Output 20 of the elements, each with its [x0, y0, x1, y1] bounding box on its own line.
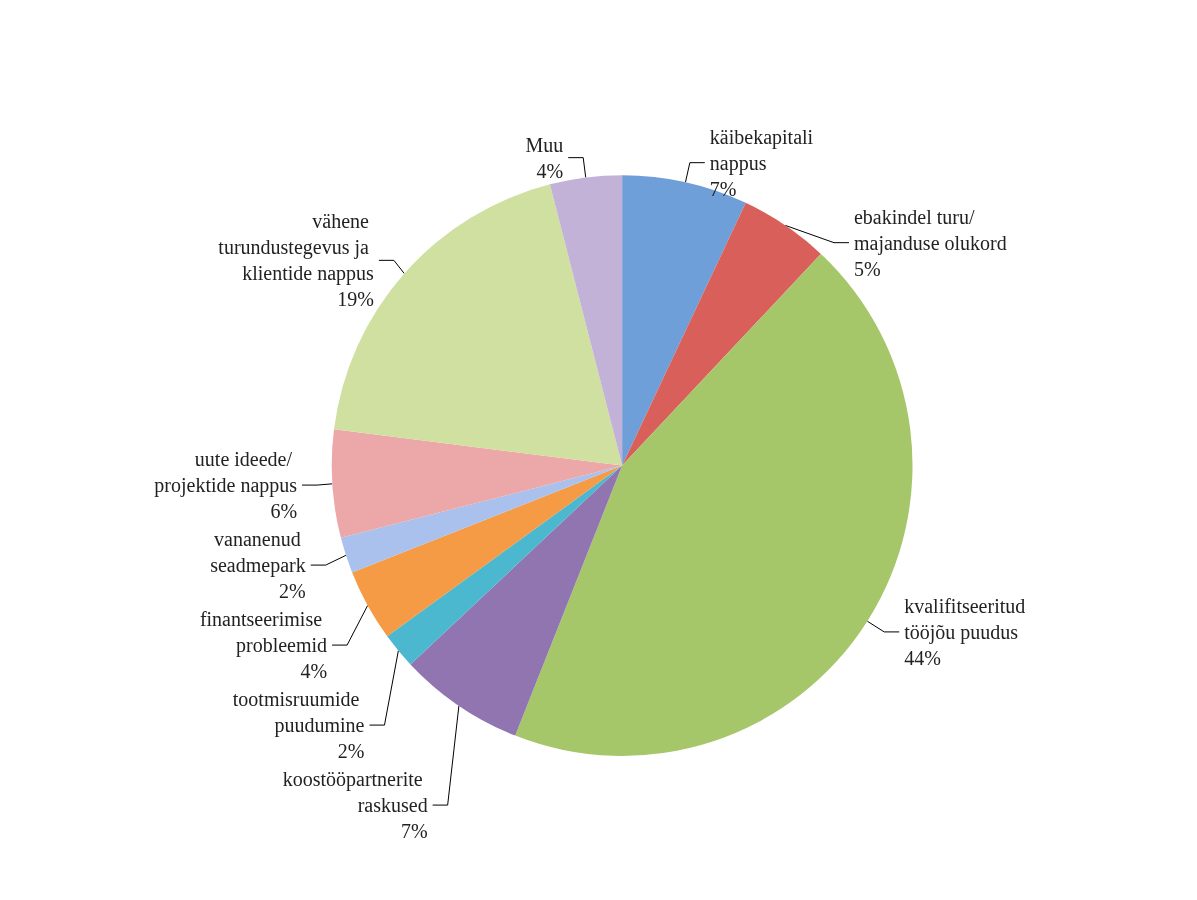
- data-label: 6%: [270, 500, 298, 523]
- slice-label: uute ideede/ projektide nappus: [154, 448, 298, 498]
- slice-label: ebakindel turu/ majanduse olukord: [853, 205, 1007, 255]
- data-label: 2%: [337, 740, 365, 763]
- slice-label: käibekapitali nappus: [709, 125, 819, 175]
- data-label: 7%: [400, 820, 428, 843]
- slice-label: kvalifitseeritud tööjõu puudus: [904, 594, 1031, 644]
- slice-label: koostööpartnerite raskused: [282, 768, 428, 817]
- data-label: 4%: [300, 660, 328, 683]
- slice-label: vähene turundustegevus ja klientide nappus: [218, 210, 375, 286]
- slice-label: tootmisruumide puudumine: [232, 688, 365, 738]
- data-label: 19%: [337, 288, 374, 311]
- data-label: 44%: [904, 646, 941, 669]
- slice-label: vananenud seadmepark: [210, 528, 306, 578]
- data-label: 2%: [279, 580, 306, 603]
- data-label: 7%: [709, 177, 737, 200]
- data-label: 4%: [536, 159, 564, 182]
- slice-label: Muu: [525, 133, 564, 156]
- data-label: 5%: [853, 257, 881, 280]
- slice-label: finantseerimise probleemid: [199, 608, 328, 658]
